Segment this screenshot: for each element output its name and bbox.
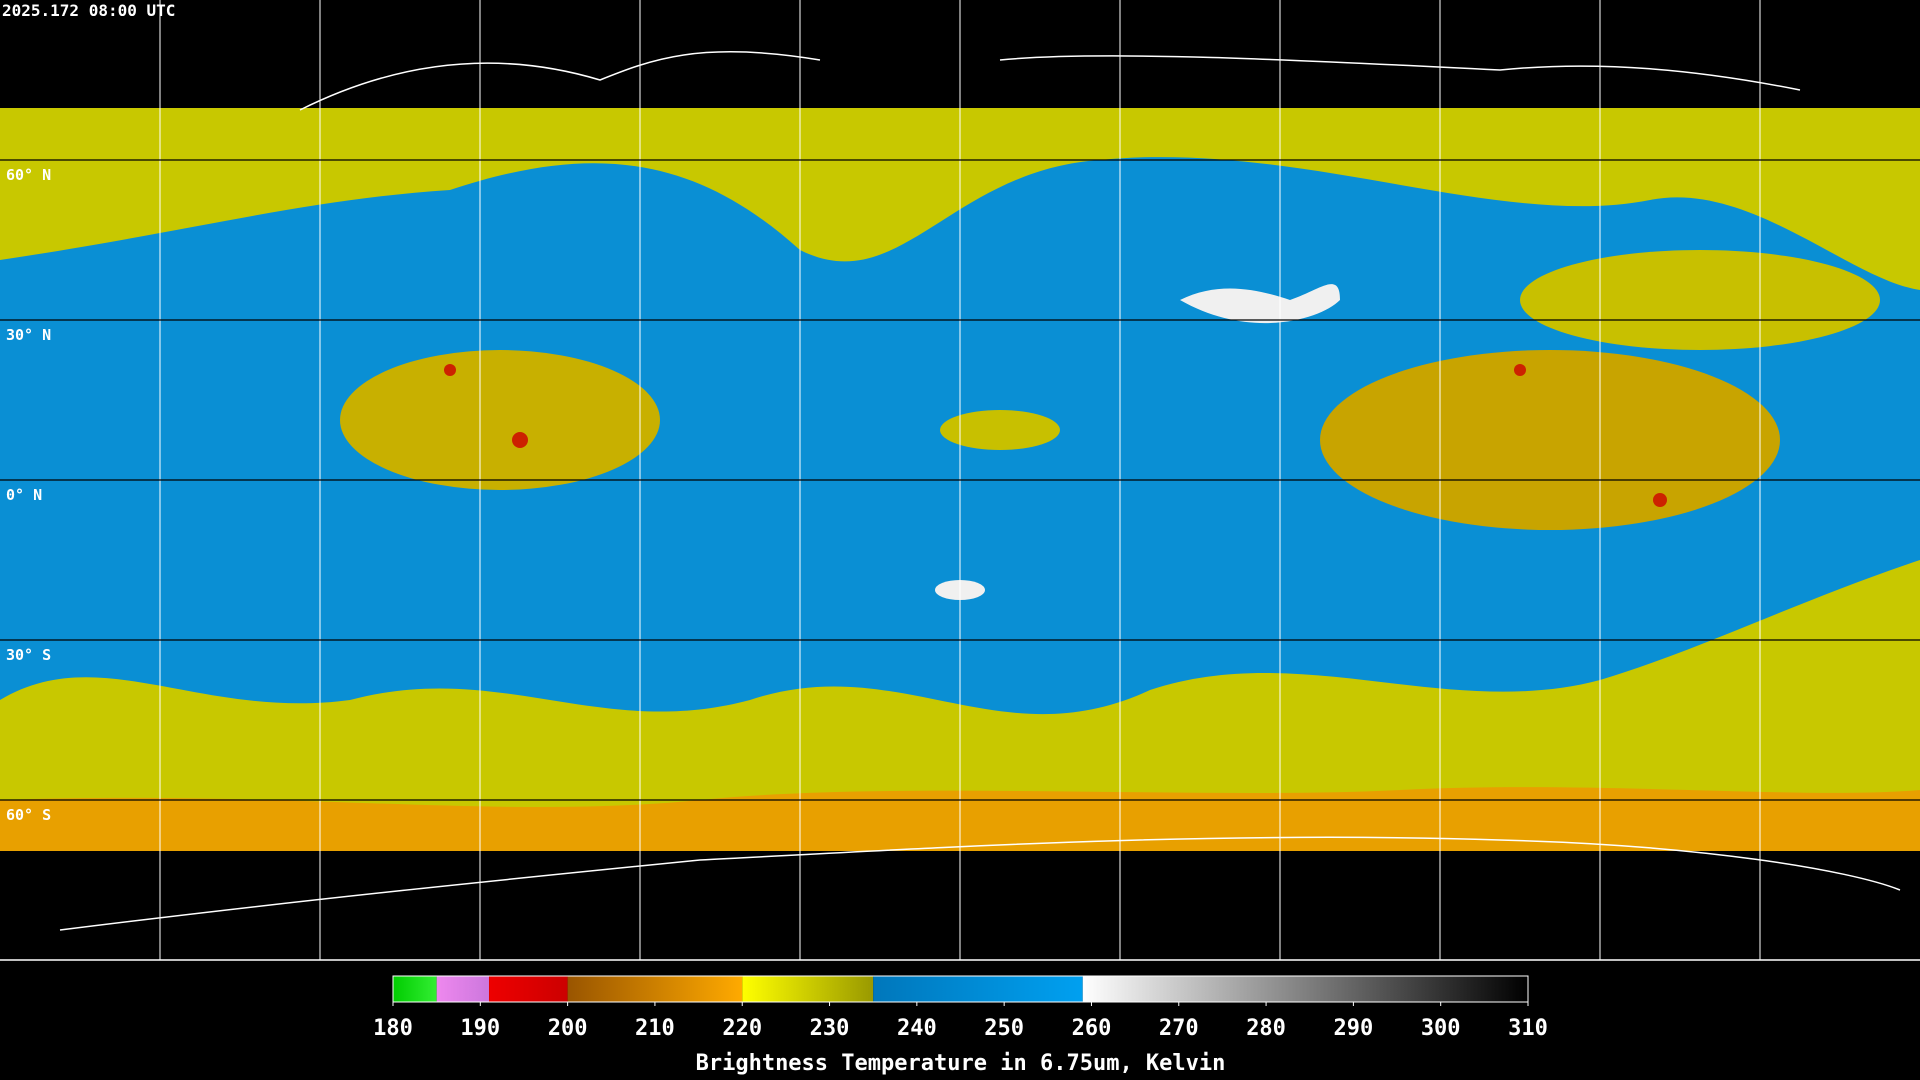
latitude-label: 0° N [6,486,42,504]
colorbar-segment [742,976,874,1002]
colorbar-tick-label: 180 [373,1016,413,1041]
colorbar-segment [567,976,743,1002]
colorbar-tick-label: 310 [1508,1016,1548,1041]
colorbar-segment [489,976,568,1002]
colorbar-tick-label: 290 [1334,1016,1374,1041]
colorbar-tick-label: 280 [1246,1016,1286,1041]
colorbar-label: Brightness Temperature in 6.75um, Kelvin [696,1051,1226,1076]
colorbar-segment [873,976,1083,1002]
colorbar-tick-label: 260 [1072,1016,1112,1041]
latitude-label: 60° N [6,166,51,184]
colorbar: 180 190 200 210 220 230 240 250 260 270 280 290 300 3… [373,975,1548,1076]
imagery-cloud [340,350,660,490]
latitude-label: 30° S [6,646,51,664]
colorbar-tick-label: 250 [984,1016,1024,1041]
colorbar-tick-label: 240 [897,1016,937,1041]
imagery-cloud [1320,350,1780,530]
map [0,0,1920,961]
colorbar-segment [436,976,490,1002]
imagery-dry [1180,284,1340,324]
colorbar-tick-label: 200 [548,1016,588,1041]
colorbar-tick-label: 230 [810,1016,850,1041]
grid [0,0,1920,960]
imagery-cold-top [512,432,528,448]
imagery-cloud [1520,250,1880,350]
colorbar-segment [1082,976,1528,1002]
coastline [59,836,1901,931]
colorbar-frame [392,975,1529,1003]
timestamp: 2025.172 08:00 UTC [2,1,175,20]
latitude-label: 60° S [6,806,51,824]
colorbar-tick-label: 210 [635,1016,675,1041]
imagery-cloud [940,410,1060,450]
imagery-cold-top [444,364,456,376]
colorbar-tick-label: 220 [722,1016,762,1041]
colorbar-segment [393,976,437,1002]
colorbar-tick-label: 190 [460,1016,500,1041]
coastline [299,50,1801,111]
colorbar-tick-label: 270 [1159,1016,1199,1041]
imagery-cold-top [1514,364,1526,376]
colorbar-tick-label: 300 [1421,1016,1461,1041]
imagery-cold-top [1653,493,1667,507]
latitude-label: 30° N [6,326,51,344]
